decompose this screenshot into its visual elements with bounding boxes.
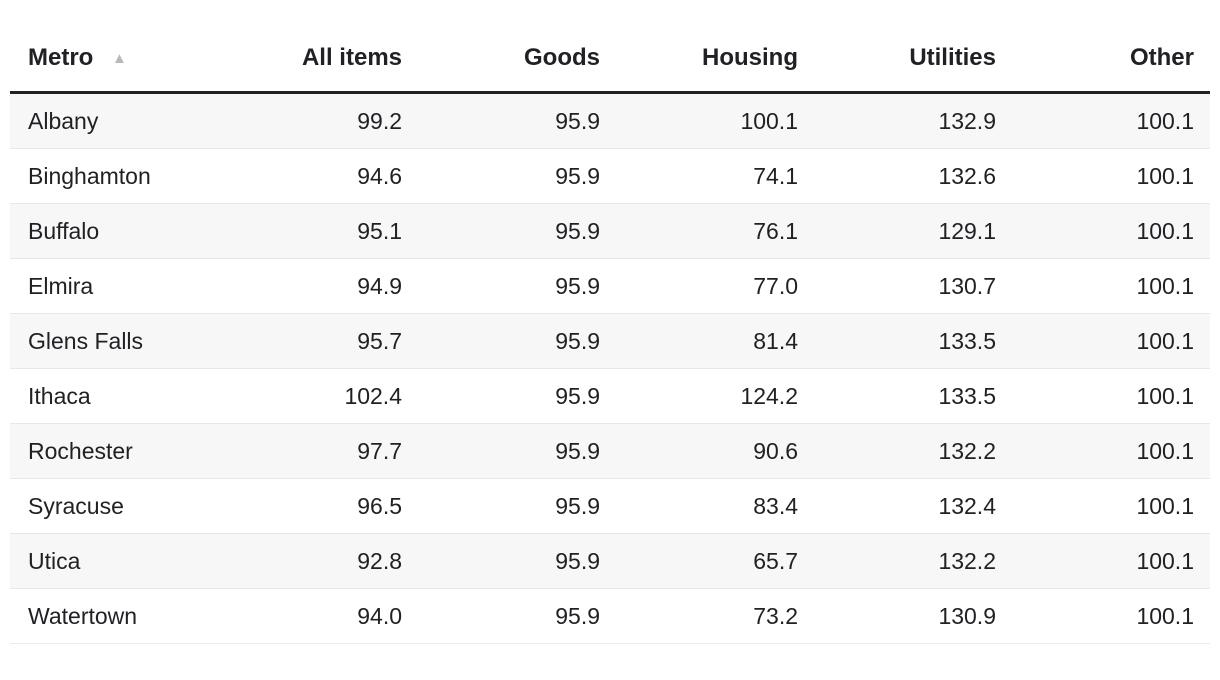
metro-name-cell: Elmira	[28, 272, 94, 299]
utilities-cell: 133.5	[938, 382, 996, 409]
other-cell: 100.1	[1136, 217, 1194, 244]
table-header: Metro ▲ All items Goods Housing Utilitie…	[10, 30, 1210, 94]
other-cell: 100.1	[1136, 547, 1194, 574]
goods-cell: 95.9	[555, 547, 600, 574]
utilities-cell: 133.5	[938, 327, 996, 354]
table-row: Elmira 94.9 95.9 77.0 130.7 100.1	[10, 258, 1210, 314]
column-header-other[interactable]: Other	[1012, 30, 1210, 94]
all-items-cell: 99.2	[357, 107, 402, 134]
housing-cell: 77.0	[753, 272, 798, 299]
metro-price-table-container: Metro ▲ All items Goods Housing Utilitie…	[10, 30, 1210, 644]
goods-cell: 95.9	[555, 437, 600, 464]
housing-cell: 74.1	[753, 162, 798, 189]
goods-cell: 95.9	[555, 107, 600, 134]
housing-cell: 124.2	[740, 382, 798, 409]
goods-cell: 95.9	[555, 217, 600, 244]
table-row: Rochester 97.7 95.9 90.6 132.2 100.1	[10, 423, 1210, 479]
other-cell: 100.1	[1136, 272, 1194, 299]
housing-cell: 100.1	[740, 107, 798, 134]
utilities-cell: 130.7	[938, 272, 996, 299]
all-items-cell: 95.7	[357, 327, 402, 354]
table-row: Syracuse 96.5 95.9 83.4 132.4 100.1	[10, 478, 1210, 534]
table-row: Glens Falls 95.7 95.9 81.4 133.5 100.1	[10, 313, 1210, 369]
all-items-cell: 95.1	[357, 217, 402, 244]
all-items-cell: 94.0	[357, 602, 402, 629]
metro-name-cell: Buffalo	[28, 217, 100, 244]
metro-name-cell: Rochester	[28, 437, 133, 464]
metro-name-cell: Binghamton	[28, 162, 151, 189]
table-row: Albany 99.2 95.9 100.1 132.9 100.1	[10, 92, 1210, 149]
goods-cell: 95.9	[555, 602, 600, 629]
metro-name-cell: Watertown	[28, 602, 138, 629]
other-cell: 100.1	[1136, 327, 1194, 354]
utilities-cell: 129.1	[938, 217, 996, 244]
utilities-cell: 132.2	[938, 547, 996, 574]
table-body: Albany 99.2 95.9 100.1 132.9 100.1 Bingh…	[10, 92, 1210, 644]
housing-cell: 76.1	[753, 217, 798, 244]
goods-cell: 95.9	[555, 382, 600, 409]
utilities-cell: 132.6	[938, 162, 996, 189]
column-header-all-items[interactable]: All items	[220, 30, 418, 94]
header-row: Metro ▲ All items Goods Housing Utilitie…	[10, 30, 1210, 94]
other-cell: 100.1	[1136, 437, 1194, 464]
metro-price-table: Metro ▲ All items Goods Housing Utilitie…	[10, 30, 1210, 644]
all-items-cell: 96.5	[357, 492, 402, 519]
table-row: Buffalo 95.1 95.9 76.1 129.1 100.1	[10, 203, 1210, 259]
other-cell: 100.1	[1136, 602, 1194, 629]
goods-cell: 95.9	[555, 272, 600, 299]
goods-cell: 95.9	[555, 162, 600, 189]
all-items-cell: 97.7	[357, 437, 402, 464]
metro-name-cell: Glens Falls	[28, 327, 144, 354]
utilities-cell: 130.9	[938, 602, 996, 629]
other-cell: 100.1	[1136, 382, 1194, 409]
utilities-cell: 132.9	[938, 107, 996, 134]
other-cell: 100.1	[1136, 492, 1194, 519]
table-row: Watertown 94.0 95.9 73.2 130.9 100.1	[10, 588, 1210, 644]
utilities-cell: 132.4	[938, 492, 996, 519]
housing-cell: 73.2	[753, 602, 798, 629]
table-row: Ithaca 102.4 95.9 124.2 133.5 100.1	[10, 368, 1210, 424]
housing-cell: 83.4	[753, 492, 798, 519]
all-items-cell: 94.9	[357, 272, 402, 299]
column-header-housing[interactable]: Housing	[616, 30, 814, 94]
other-cell: 100.1	[1136, 162, 1194, 189]
metro-name-cell: Albany	[28, 107, 99, 134]
all-items-cell: 92.8	[357, 547, 402, 574]
all-items-cell: 102.4	[344, 382, 402, 409]
metro-name-cell: Utica	[28, 547, 81, 574]
goods-cell: 95.9	[555, 327, 600, 354]
column-header-goods[interactable]: Goods	[418, 30, 616, 94]
table-row: Binghamton 94.6 95.9 74.1 132.6 100.1	[10, 148, 1210, 204]
housing-cell: 81.4	[753, 327, 798, 354]
table-row: Utica 92.8 95.9 65.7 132.2 100.1	[10, 533, 1210, 589]
sort-ascending-icon: ▲	[112, 50, 127, 67]
metro-name-cell: Syracuse	[28, 492, 124, 519]
metro-name-cell: Ithaca	[28, 382, 91, 409]
goods-cell: 95.9	[555, 492, 600, 519]
column-header-utilities[interactable]: Utilities	[814, 30, 1012, 94]
housing-cell: 90.6	[753, 437, 798, 464]
all-items-cell: 94.6	[357, 162, 402, 189]
housing-cell: 65.7	[753, 547, 798, 574]
utilities-cell: 132.2	[938, 437, 996, 464]
other-cell: 100.1	[1136, 107, 1194, 134]
column-header-metro[interactable]: Metro ▲	[10, 30, 220, 94]
column-header-metro-label: Metro	[28, 44, 94, 71]
